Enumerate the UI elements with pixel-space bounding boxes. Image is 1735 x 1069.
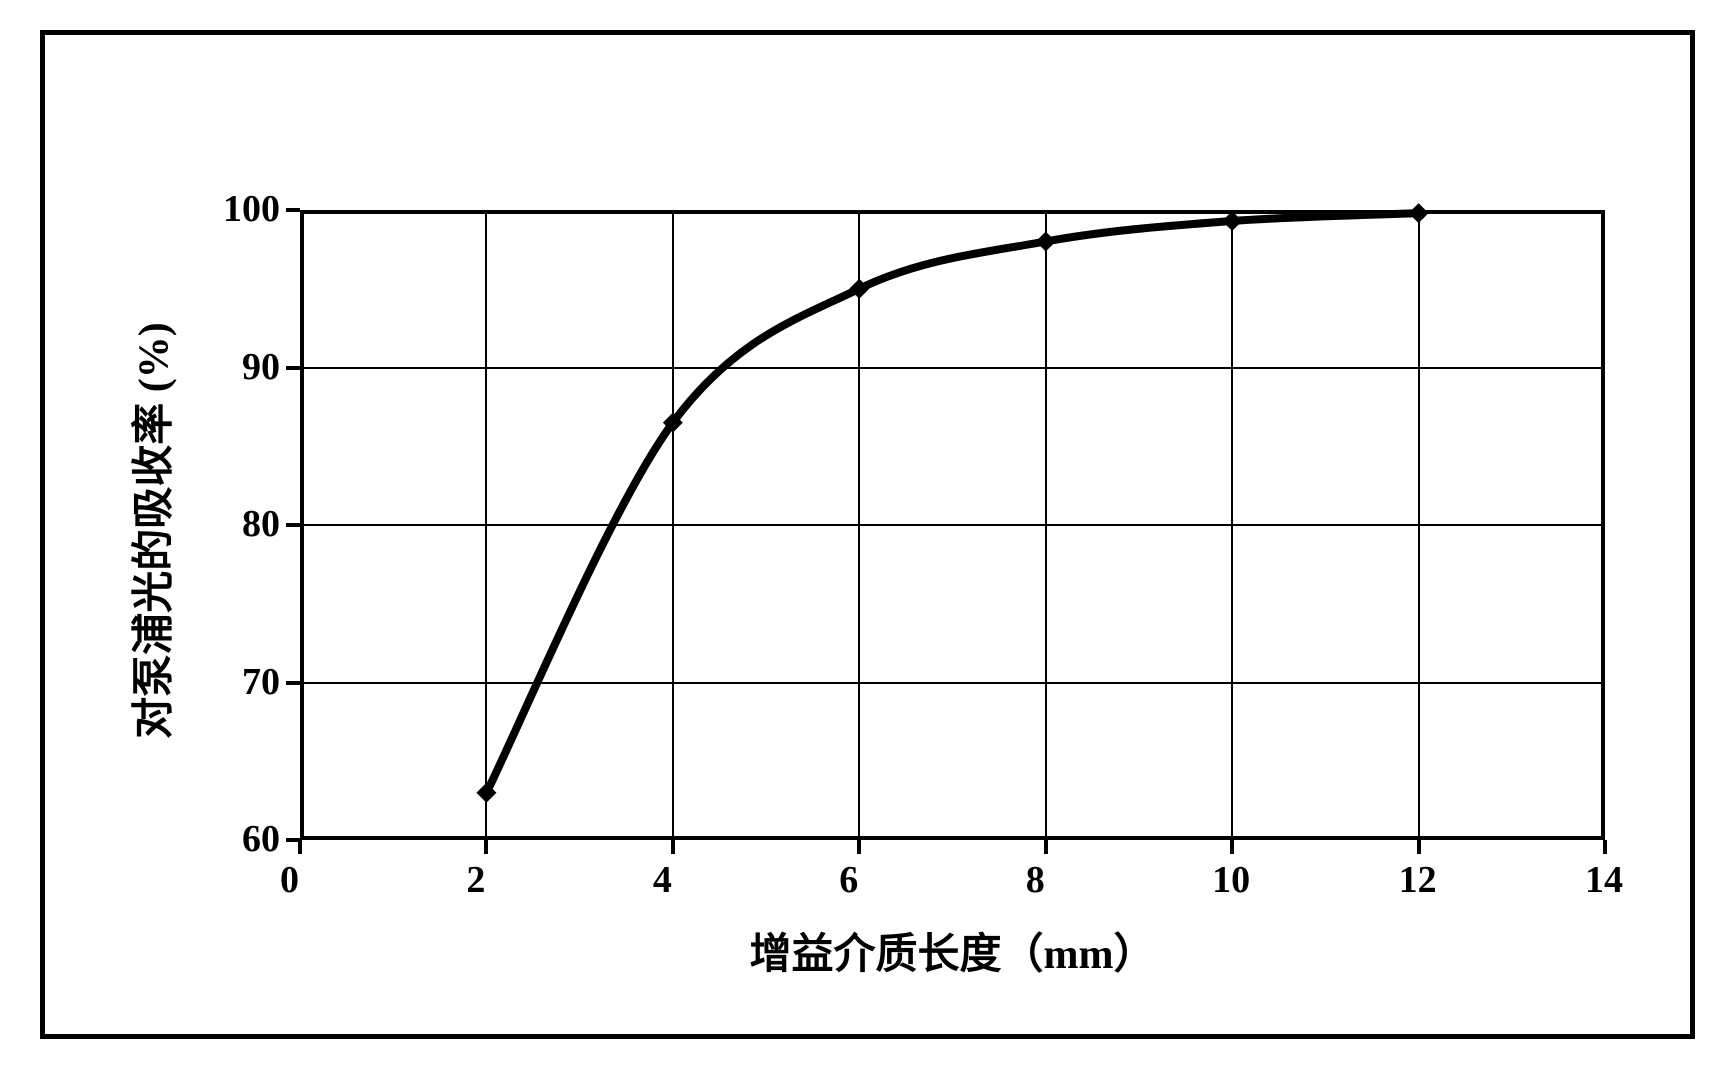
series-marker: [1036, 232, 1056, 252]
series-layer: [0, 0, 1735, 1069]
series-line: [486, 213, 1418, 793]
series-marker: [1409, 203, 1429, 223]
series-marker: [1222, 211, 1242, 231]
